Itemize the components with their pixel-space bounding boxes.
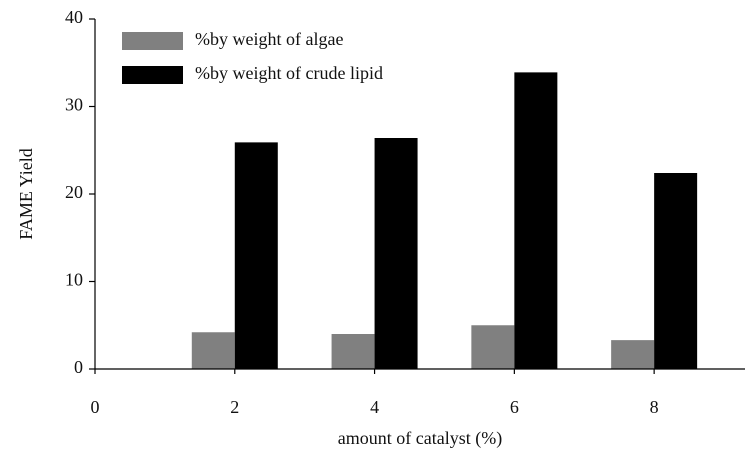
x-tick-label: 0 (91, 397, 100, 417)
legend-swatch (122, 32, 183, 50)
bar (234, 142, 278, 369)
bar (331, 334, 375, 369)
y-tick-label: 10 (65, 270, 83, 290)
y-tick-label: 30 (65, 95, 83, 115)
x-tick-label: 2 (230, 397, 239, 417)
x-tick-label: 8 (650, 397, 659, 417)
y-tick-label: 0 (74, 357, 83, 377)
x-tick-label: 4 (370, 397, 379, 417)
bar (514, 72, 558, 369)
legend-label: %by weight of algae (195, 29, 343, 49)
legend-swatch (122, 66, 183, 84)
y-tick-label: 20 (65, 182, 83, 202)
bar (374, 138, 418, 369)
bar (471, 325, 515, 369)
x-tick-label: 6 (510, 397, 519, 417)
legend-label: %by weight of crude lipid (195, 63, 383, 83)
bar (191, 332, 235, 369)
x-axis-label: amount of catalyst (%) (338, 428, 502, 449)
y-axis-label: FAME Yield (16, 148, 36, 240)
bar (654, 173, 698, 369)
y-tick-label: 40 (65, 7, 83, 27)
bar (611, 340, 655, 369)
